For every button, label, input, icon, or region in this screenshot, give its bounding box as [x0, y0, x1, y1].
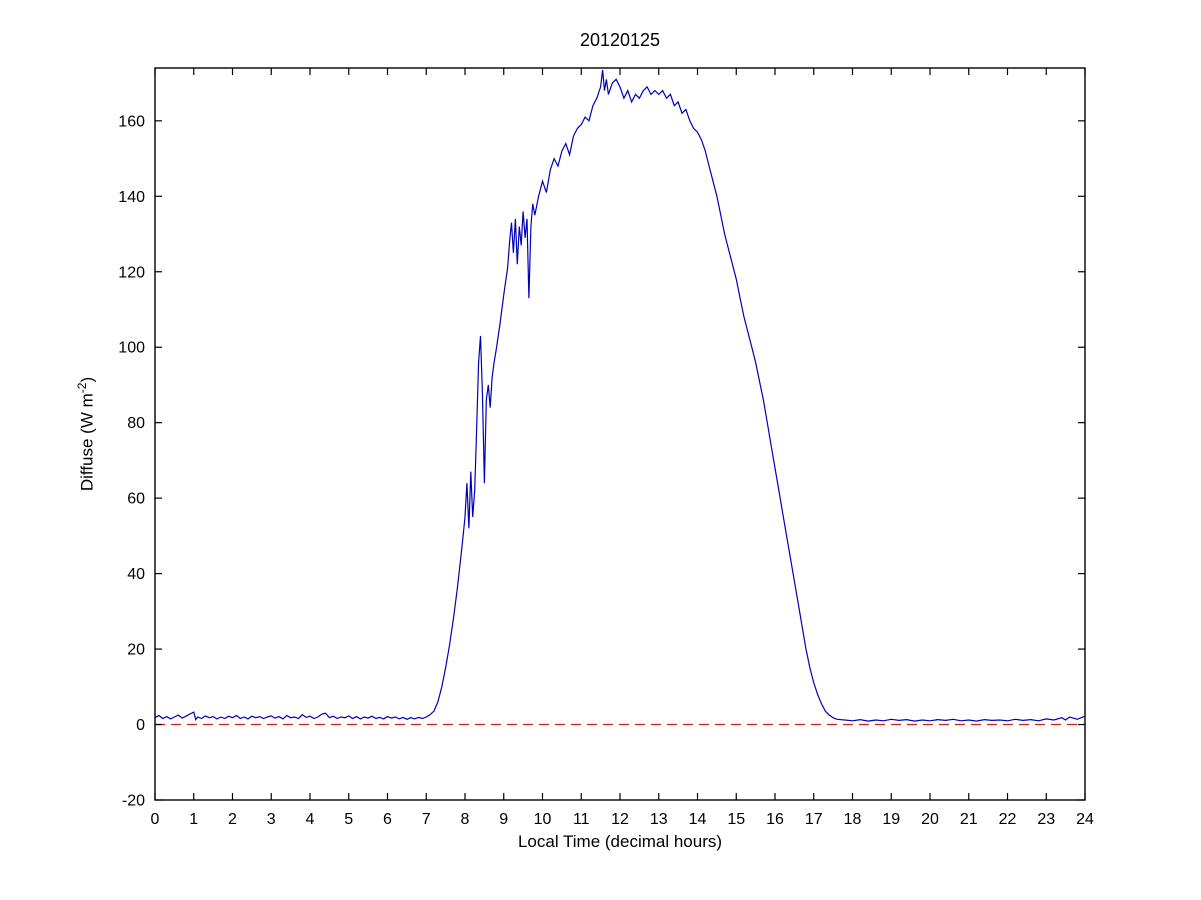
- x-tick-label: 13: [650, 811, 668, 828]
- x-tick-label: 22: [999, 811, 1017, 828]
- y-axis-label-text: Diffuse (W m: [77, 393, 97, 492]
- x-tick-label: 8: [461, 811, 470, 828]
- y-tick-label: 40: [127, 566, 145, 583]
- y-tick-label: 160: [118, 113, 145, 130]
- x-tick-label: 23: [1037, 811, 1055, 828]
- y-tick-label: 0: [136, 717, 145, 734]
- x-tick-label: 14: [689, 811, 707, 828]
- x-tick-label: 17: [805, 811, 823, 828]
- y-tick-label: 100: [118, 340, 145, 357]
- series-diffuse-irradiance: [155, 69, 1085, 722]
- x-tick-label: 21: [960, 811, 978, 828]
- y-axis-label-superscript: -2: [75, 382, 89, 394]
- x-tick-label: 20: [921, 811, 939, 828]
- y-axis-label-suffix: ): [77, 376, 97, 383]
- x-tick-label: 16: [766, 811, 784, 828]
- y-tick-label: -20: [122, 793, 145, 810]
- x-tick-label: 4: [306, 811, 315, 828]
- x-tick-label: 2: [228, 811, 237, 828]
- x-tick-label: 3: [267, 811, 276, 828]
- x-axis-label: Local Time (decimal hours): [517, 832, 723, 851]
- y-tick-label: 20: [127, 642, 145, 659]
- x-tick-label: 24: [1076, 811, 1094, 828]
- y-tick-label: 120: [118, 264, 145, 281]
- x-tick-label: 7: [422, 811, 431, 828]
- x-tick-label: 6: [383, 811, 392, 828]
- x-tick-label: 9: [499, 811, 508, 828]
- x-tick-label: 5: [344, 811, 353, 828]
- x-tick-label: 15: [727, 811, 745, 828]
- y-tick-label: 140: [118, 189, 145, 206]
- series-group: [155, 69, 1085, 726]
- x-tick-label: 0: [151, 811, 160, 828]
- x-tick-label: 12: [611, 811, 629, 828]
- y-axis-label: Diffuse (W m-2): [75, 234, 97, 634]
- y-tick-label: 80: [127, 415, 145, 432]
- x-tick-label: 10: [534, 811, 552, 828]
- x-tick-label: 18: [844, 811, 862, 828]
- x-tick-label: 19: [882, 811, 900, 828]
- x-tick-label: 1: [189, 811, 198, 828]
- chart-title: 20120125: [579, 30, 661, 50]
- axes-box: [154, 67, 1086, 801]
- x-tick-label: 11: [573, 811, 590, 828]
- y-tick-label: 60: [127, 491, 145, 508]
